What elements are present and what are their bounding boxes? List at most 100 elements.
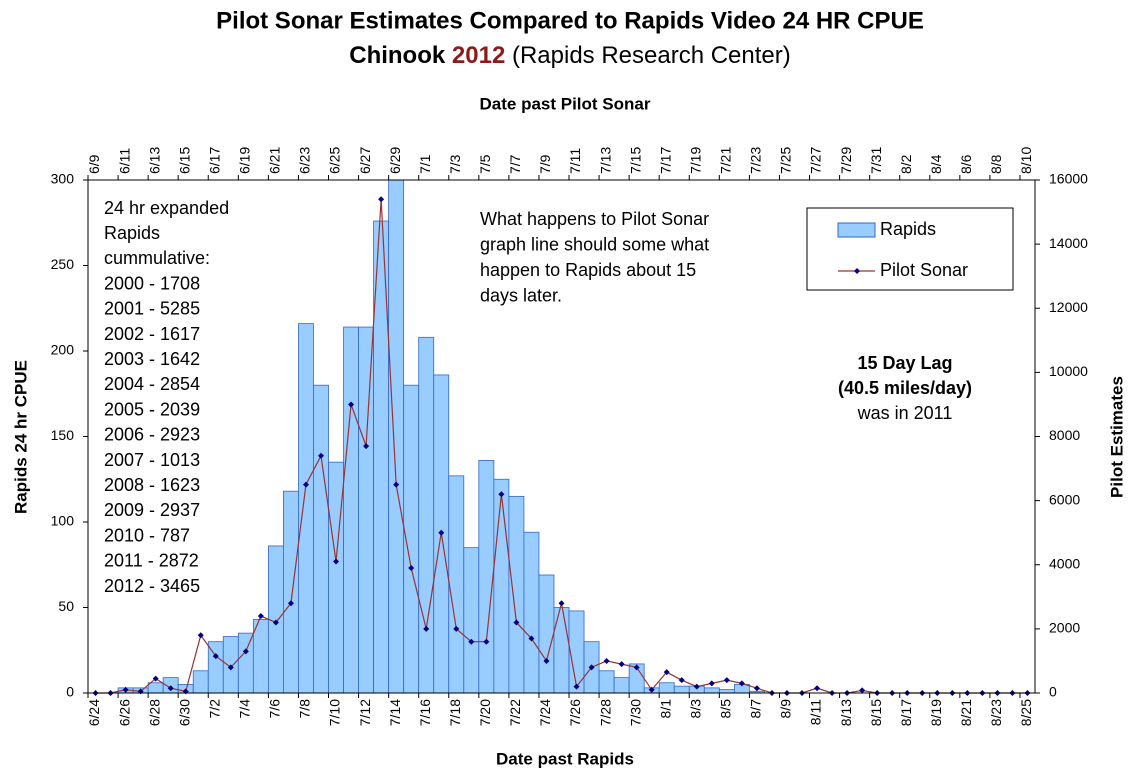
x2-tick-label: 6/13	[146, 147, 162, 174]
cumulative-note: 2011 - 2872	[104, 551, 199, 571]
bar	[718, 689, 735, 694]
subtitle-part: (Rapids Research Center)	[512, 42, 791, 69]
note: days later.	[480, 286, 562, 306]
x2-tick-label: 8/2	[898, 154, 914, 174]
x-tick-label: 8/7	[748, 699, 764, 719]
bar	[343, 326, 359, 694]
x-tick-label: 7/18	[447, 699, 463, 726]
marker	[528, 635, 535, 642]
x2-tick-label: 7/9	[537, 154, 553, 174]
cumulative-note: 2007 - 1013	[104, 450, 200, 470]
bar	[418, 336, 435, 694]
y-tick-label: 250	[51, 256, 75, 272]
cumulative-note: cummulative:	[104, 248, 210, 268]
bar	[523, 531, 540, 694]
x2-tick-label: 6/9	[86, 154, 102, 174]
x-tick-label: 6/28	[146, 699, 162, 726]
marker	[122, 686, 129, 693]
bar	[448, 475, 465, 694]
bar	[598, 670, 615, 694]
marker	[423, 625, 430, 632]
bar	[553, 607, 570, 694]
x-tick-label: 7/2	[206, 699, 222, 719]
marker	[588, 664, 595, 671]
x2-tick-label: 8/6	[958, 154, 974, 174]
marker	[663, 669, 670, 676]
bar	[252, 619, 269, 694]
legend-marker	[854, 268, 860, 274]
marker	[513, 619, 520, 626]
x2-tick-label: 6/15	[176, 147, 192, 174]
x2-tick-label: 6/29	[387, 147, 403, 174]
cumulative-note: 2004 - 2854	[104, 374, 200, 394]
x-tick-label: 8/1	[657, 699, 673, 719]
bar	[493, 478, 510, 694]
marker	[753, 685, 760, 692]
marker	[618, 661, 625, 668]
marker	[573, 683, 580, 690]
x-axis-label: Date past Rapids	[496, 749, 634, 768]
marker	[242, 648, 249, 655]
x2-tick-label: 7/13	[597, 147, 613, 174]
bar	[298, 323, 314, 694]
marker	[438, 529, 445, 536]
x2-tick-label: 7/27	[808, 147, 824, 174]
y2-tick-label: 8000	[1049, 427, 1080, 443]
x-tick-label: 8/15	[868, 699, 884, 726]
bar	[388, 179, 405, 694]
note: graph line should some what	[480, 234, 709, 254]
marker	[603, 657, 610, 664]
x-tick-label: 8/11	[808, 699, 824, 725]
x-tick-label: 7/6	[267, 699, 283, 719]
bar	[613, 677, 630, 694]
cumulative-note: 2006 - 2923	[104, 425, 200, 445]
x2-tick-label: 6/19	[237, 147, 253, 174]
chart-subtitle: Chinook 2012 (Rapids Research Center)	[349, 42, 791, 69]
cumulative-note: 24 hr expanded	[104, 198, 229, 218]
chart-title: Pilot Sonar Estimates Compared to Rapids…	[216, 7, 924, 34]
bar	[703, 687, 720, 694]
bar	[508, 495, 525, 694]
y-tick-label: 150	[51, 427, 75, 443]
marker	[197, 632, 204, 639]
cumulative-note: 2008 - 1623	[104, 475, 200, 495]
bar	[147, 682, 164, 694]
y2-tick-label: 16000	[1049, 171, 1088, 187]
marker	[543, 657, 550, 664]
bar	[313, 384, 329, 694]
cumulative-note: Rapids	[104, 223, 160, 243]
x-tick-label: 6/24	[86, 699, 102, 726]
x2-tick-label: 7/5	[477, 154, 493, 174]
marker	[212, 653, 219, 660]
x-tick-label: 8/3	[687, 699, 703, 719]
marker	[348, 401, 355, 408]
x-tick-label: 7/26	[567, 699, 583, 726]
x2-tick-label: 6/21	[267, 147, 283, 174]
bar	[192, 670, 209, 694]
x2-tick-label: 7/19	[687, 147, 703, 174]
marker	[723, 677, 730, 684]
x2-tick-label: 6/25	[327, 147, 343, 174]
x2-tick-label: 7/17	[657, 147, 673, 174]
note: What happens to Pilot Sonar	[480, 209, 709, 229]
cumulative-note: 2010 - 787	[104, 525, 190, 545]
y2-tick-label: 10000	[1049, 363, 1088, 379]
y2-tick-label: 4000	[1049, 555, 1080, 571]
x-tick-label: 8/17	[898, 699, 914, 726]
marker	[498, 491, 505, 498]
marker	[167, 685, 174, 692]
y-tick-label: 50	[58, 598, 74, 614]
x2-tick-label: 8/4	[928, 154, 944, 174]
x2-tick-label: 7/25	[778, 147, 794, 174]
x-tick-label: 7/16	[417, 699, 433, 726]
marker	[648, 686, 655, 693]
legend-swatch	[837, 222, 876, 238]
marker	[738, 680, 745, 687]
cumulative-note: 2005 - 2039	[104, 399, 200, 419]
x-tick-label: 8/25	[1018, 699, 1034, 726]
y2-tick-label: 2000	[1049, 620, 1080, 636]
cumulative-note: 2003 - 1642	[104, 349, 200, 369]
x2-tick-label: 7/15	[627, 147, 643, 174]
x2-tick-label: 8/10	[1018, 147, 1034, 174]
marker	[302, 481, 309, 488]
